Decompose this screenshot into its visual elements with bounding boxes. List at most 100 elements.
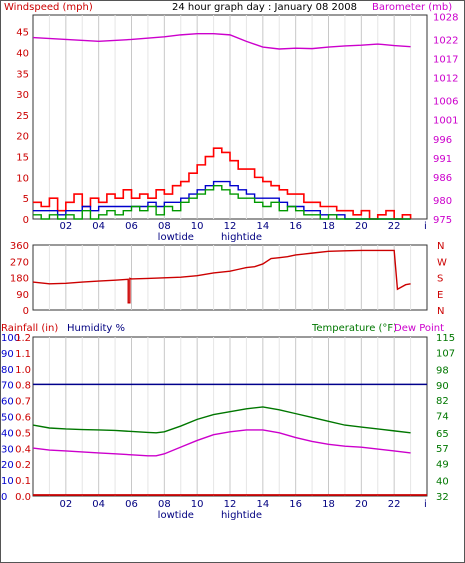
wind-x-tick-label: i — [424, 221, 427, 232]
compass-label: N — [437, 306, 444, 317]
humidity-tick-label: 70 — [1, 381, 14, 392]
wind-x-tick-label: 08 — [158, 221, 171, 232]
temp-x-tick-label: 02 — [59, 499, 72, 510]
windspeed-tick-label: 45 — [16, 28, 29, 39]
barometer-tick-label: 1006 — [433, 97, 458, 108]
chart-title: 24 hour graph day : January 08 2008 — [172, 2, 357, 13]
wind-x-tick-label: 12 — [224, 221, 237, 232]
direction-tick-label: 90 — [16, 290, 29, 301]
rainfall-tick-label: 0.7 — [15, 397, 31, 408]
temp-x-tick-label: 12 — [224, 499, 237, 510]
rainfall-tick-label: 0.1 — [15, 476, 31, 487]
temperature-tick-label: 74 — [436, 412, 449, 423]
barometer-tick-label: 1001 — [433, 116, 458, 127]
temperature-tick-label: 49 — [436, 459, 449, 470]
series-wind-green — [33, 184, 411, 220]
humidity-tick-label: 100 — [1, 333, 20, 344]
humidity-tick-label: 60 — [1, 397, 14, 408]
rainfall-tick-label: 0.5 — [15, 428, 31, 439]
series-direction — [32, 249, 411, 304]
temp-x-tick-label: 04 — [92, 499, 105, 510]
wind-x-tick-label: 10 — [191, 221, 204, 232]
series-barometer — [32, 33, 411, 50]
rainfall-tick-label: 0.2 — [15, 460, 31, 471]
wind-x-tick-label: 20 — [355, 221, 368, 232]
temp-x-tick-label: 10 — [191, 499, 204, 510]
barometer-tick-label: 1012 — [433, 74, 458, 85]
direction-tick-label: 0 — [23, 306, 29, 317]
tide-label: lowtide — [158, 510, 194, 521]
rainfall-label: Rainfall (in) — [1, 323, 58, 334]
humidity-label: Humidity % — [67, 323, 125, 334]
temp-x-tick-label: 14 — [256, 499, 269, 510]
tide-label: lowtide — [158, 232, 194, 243]
rainfall-tick-label: 0.4 — [15, 444, 31, 455]
windspeed-tick-label: 0 — [23, 215, 29, 226]
tide-label: hightide — [221, 510, 262, 521]
wind-x-tick-label: 16 — [289, 221, 302, 232]
temperature-tick-label: 115 — [436, 333, 455, 344]
compass-label: E — [437, 290, 443, 301]
series-temperature — [32, 406, 411, 434]
barometer-label: Barometer (mb) — [372, 2, 452, 13]
humidity-tick-label: 80 — [1, 365, 14, 376]
temperature-tick-label: 98 — [436, 366, 449, 377]
rainfall-tick-label: 1.2 — [15, 333, 31, 344]
barometer-tick-label: 991 — [433, 154, 452, 165]
barometer-tick-label: 1028 — [433, 13, 458, 24]
humidity-tick-label: 50 — [1, 413, 14, 424]
barometer-tick-label: 986 — [433, 173, 452, 184]
wind-x-tick-label: 14 — [256, 221, 269, 232]
rainfall-tick-label: 0.0 — [15, 492, 31, 503]
temperature-tick-label: 107 — [436, 348, 455, 359]
wind-x-tick-label: 22 — [388, 221, 401, 232]
humidity-tick-label: 20 — [1, 460, 14, 471]
barometer-tick-label: 1022 — [433, 35, 458, 46]
windspeed-tick-label: 35 — [16, 69, 29, 80]
wind-x-tick-label: 02 — [59, 221, 72, 232]
wind-x-tick-label: 18 — [322, 221, 335, 232]
compass-label: W — [437, 257, 447, 268]
direction-tick-label: 360 — [10, 241, 29, 252]
temperature-tick-label: 40 — [436, 477, 449, 488]
temperature-tick-label: 32 — [436, 492, 449, 503]
tide-label: hightide — [221, 232, 262, 243]
temp-x-tick-label: 18 — [322, 499, 335, 510]
humidity-tick-label: 0 — [1, 492, 7, 503]
wind-barometer-panel: Windspeed (mph) 24 hour graph day : Janu… — [4, 2, 458, 243]
compass-label: N — [437, 241, 444, 252]
temp-x-tick-label: 16 — [289, 499, 302, 510]
temperature-tick-label: 82 — [436, 396, 449, 407]
rainfall-tick-label: 0.8 — [15, 381, 31, 392]
direction-tick-label: 270 — [10, 257, 29, 268]
barometer-tick-label: 980 — [433, 196, 452, 207]
direction-tick-label: 180 — [10, 274, 29, 285]
series-gust — [33, 147, 412, 220]
humidity-tick-label: 30 — [1, 444, 14, 455]
temperature-label: Temperature (°F) — [311, 323, 397, 334]
series-dewpoint — [32, 429, 411, 457]
humidity-tick-label: 10 — [1, 476, 14, 487]
temperature-tick-label: 65 — [436, 429, 449, 440]
temp-x-tick-label: 20 — [355, 499, 368, 510]
temp-x-tick-label: i — [424, 499, 427, 510]
windspeed-tick-label: 15 — [16, 153, 29, 164]
temperature-tick-label: 90 — [436, 381, 449, 392]
temperature-humidity-panel: Rainfall (in) Humidity % Temperature (°F… — [1, 323, 455, 521]
wind-x-tick-label: 04 — [92, 221, 105, 232]
windspeed-tick-label: 10 — [16, 173, 29, 184]
temp-x-tick-label: 08 — [158, 499, 171, 510]
temp-x-tick-label: 06 — [125, 499, 138, 510]
barometer-tick-label: 996 — [433, 135, 452, 146]
windspeed-tick-label: 25 — [16, 111, 29, 122]
windspeed-tick-label: 20 — [16, 132, 29, 143]
dewpoint-label: Dew Point — [394, 323, 444, 334]
windspeed-tick-label: 5 — [23, 194, 29, 205]
rainfall-tick-label: 1.1 — [15, 349, 31, 360]
compass-label: S — [437, 274, 443, 285]
windspeed-tick-label: 40 — [16, 48, 29, 59]
windspeed-tick-label: 30 — [16, 90, 29, 101]
wind-x-tick-label: 06 — [125, 221, 138, 232]
